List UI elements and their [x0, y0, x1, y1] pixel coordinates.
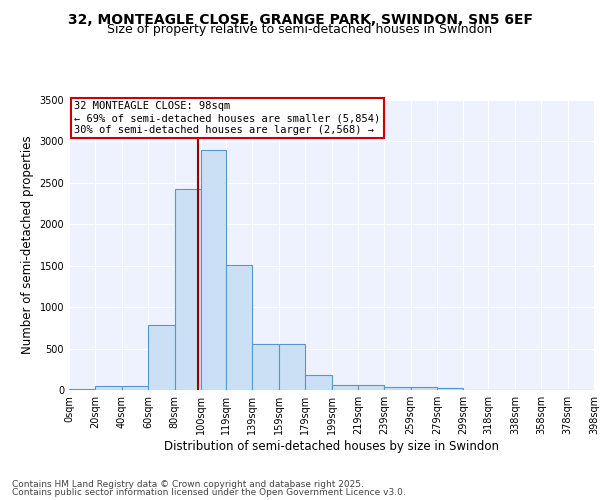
Bar — [279, 344, 305, 390]
Text: 32, MONTEAGLE CLOSE, GRANGE PARK, SWINDON, SN5 6EF: 32, MONTEAGLE CLOSE, GRANGE PARK, SWINDO… — [67, 12, 533, 26]
X-axis label: Distribution of semi-detached houses by size in Swindon: Distribution of semi-detached houses by … — [164, 440, 499, 453]
Y-axis label: Number of semi-detached properties: Number of semi-detached properties — [21, 136, 34, 354]
Bar — [358, 384, 384, 390]
Bar — [410, 387, 437, 390]
Text: Contains HM Land Registry data © Crown copyright and database right 2025.: Contains HM Land Registry data © Crown c… — [12, 480, 364, 489]
Bar — [305, 374, 331, 390]
Bar — [69, 389, 95, 390]
Bar — [201, 150, 226, 390]
Bar — [253, 344, 279, 390]
Bar — [95, 386, 122, 390]
Bar — [122, 386, 148, 390]
Bar — [384, 387, 410, 390]
Text: Contains public sector information licensed under the Open Government Licence v3: Contains public sector information licen… — [12, 488, 406, 497]
Bar — [437, 388, 463, 390]
Text: 32 MONTEAGLE CLOSE: 98sqm
← 69% of semi-detached houses are smaller (5,854)
30% : 32 MONTEAGLE CLOSE: 98sqm ← 69% of semi-… — [74, 102, 380, 134]
Bar — [175, 188, 201, 390]
Bar — [331, 384, 358, 390]
Bar — [226, 265, 253, 390]
Text: Size of property relative to semi-detached houses in Swindon: Size of property relative to semi-detach… — [107, 22, 493, 36]
Bar — [148, 326, 175, 390]
